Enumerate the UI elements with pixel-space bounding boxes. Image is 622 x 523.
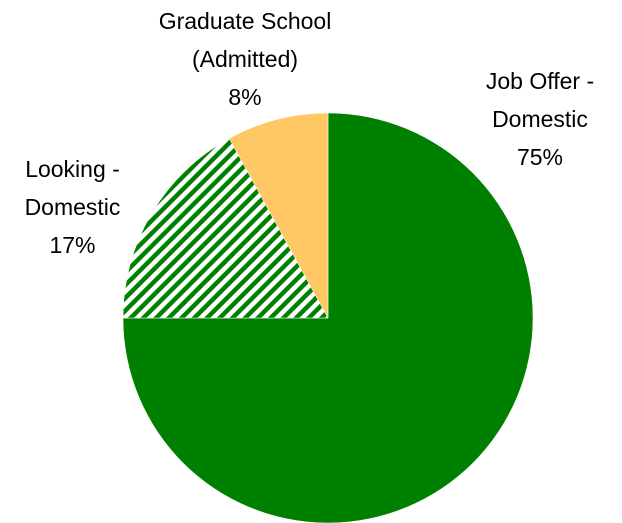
value-label: 75% [516,144,564,170]
slice-label: Job Offer - Domestic 75% [470,62,610,176]
category-label: Graduate School (Admitted) [158,8,332,72]
slice-label: Looking - Domestic 17% [0,150,145,264]
category-label: Looking - Domestic [24,156,121,220]
category-label: Job Offer - Domestic [485,68,595,132]
pie-slice [228,112,329,319]
value-label: 8% [228,84,262,110]
pie-slice [122,138,329,319]
value-label: 17% [49,232,96,258]
slice-label: Graduate School (Admitted) 8% [150,2,340,116]
